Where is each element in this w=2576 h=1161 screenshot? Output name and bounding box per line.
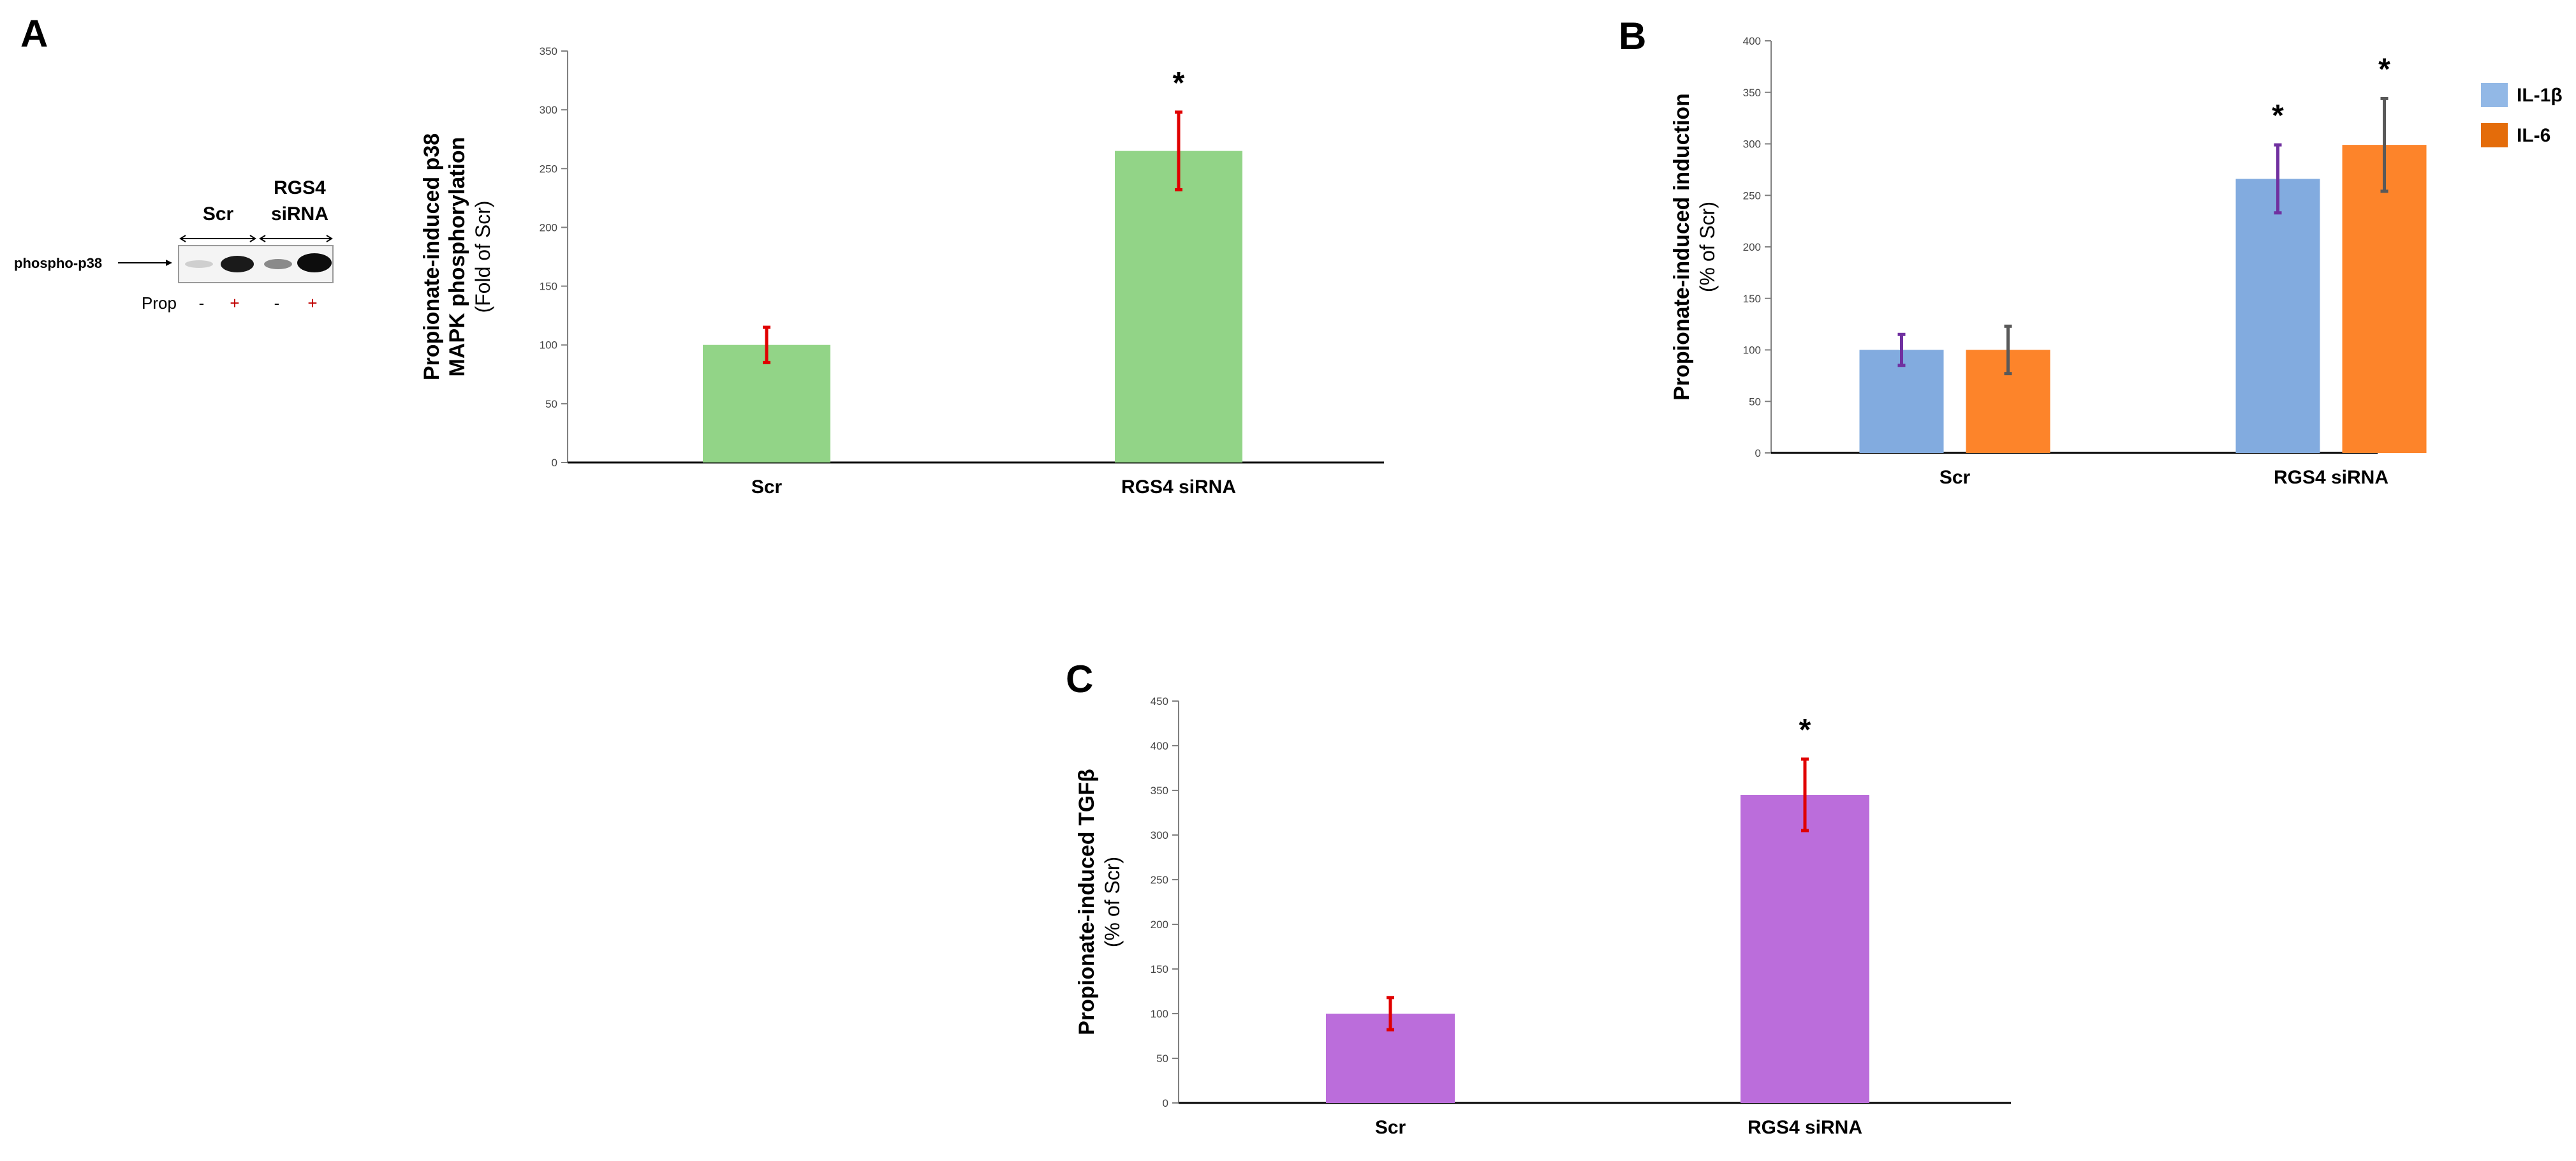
y-tick-label: 50 — [545, 398, 557, 410]
chart-a-svg: 0 50 100 150 200 250 300 350 Propionate-induced … — [420, 45, 1384, 498]
y-tick-label: 300 — [1151, 829, 1168, 841]
bar-rgs4-sirna-1 — [2342, 145, 2427, 454]
y-tick-label: 0 — [552, 457, 557, 469]
chart-b-svg: 0 50 100 150 200 250 300 350 400 Propionate-induc… — [1670, 35, 2563, 488]
y-axis-sublabel: (% of Scr) — [1101, 857, 1124, 947]
bar-scr-0 — [1859, 350, 1944, 453]
x-tick-label: RGS4 siRNA — [2274, 467, 2388, 488]
y-tick-label: 250 — [1743, 189, 1761, 202]
chart-b: 0 50 100 150 200 250 300 350 400 Propionate-induc… — [1658, 19, 2570, 504]
error-bar — [2274, 143, 2282, 215]
error-bar — [1175, 110, 1182, 191]
y-tick-label: 400 — [1743, 35, 1761, 47]
y-axis-label: Propionate-induced induction — [1670, 93, 1694, 401]
x-tick-label: RGS4 siRNA — [1748, 1117, 1862, 1138]
y-tick-label: 450 — [1151, 695, 1168, 707]
western-blot-inset: Scr RGS4 siRNA phospho-p38 Prop - + - + — [0, 0, 395, 332]
panel-letter-a: A — [20, 12, 48, 55]
blot-lane-signs: - + - + — [199, 293, 318, 313]
y-tick-label: 400 — [1151, 740, 1168, 752]
y-axis-label: Propionate-induced p38 — [420, 133, 444, 380]
panel-letter-c: C — [1066, 658, 1094, 700]
panel-letter-b: B — [1619, 15, 1647, 57]
x-tick-label: Scr — [1939, 467, 1971, 488]
blot-lane-sign: - — [199, 293, 205, 313]
y-axis-label: Propionate-induced TGFβ — [1075, 769, 1099, 1035]
x-tick-label: Scr — [751, 477, 783, 498]
bar-rgs4-sirna — [1115, 151, 1242, 462]
chart-c-svg: 0 50 100 150 200 250 300 350 400 450 Propionate-in… — [1075, 695, 2011, 1138]
legend-label: IL-1β — [2517, 85, 2563, 106]
blot-group-rgs4-bracket — [259, 235, 333, 242]
y-axis-sublabel: (Fold of Scr) — [471, 200, 494, 313]
error-bar — [2380, 96, 2388, 193]
error-bar — [763, 325, 770, 364]
error-bar — [1801, 757, 1809, 832]
y-tick-label: 100 — [1743, 344, 1761, 357]
blot-treatment-label: Prop — [142, 293, 177, 313]
bar-rgs4-sirna — [1741, 795, 1869, 1103]
y-tick-label: 100 — [1151, 1008, 1168, 1020]
x-tick-label: Scr — [1375, 1117, 1406, 1138]
y-axis-sublabel: (% of Scr) — [1696, 202, 1719, 292]
blot-group-scr-bracket — [179, 235, 256, 242]
blot-group-rgs4-label-2: siRNA — [271, 203, 328, 225]
y-tick-label: 150 — [1151, 963, 1168, 975]
y-tick-label: 50 — [1156, 1053, 1168, 1065]
blot-lane-sign: - — [274, 293, 280, 313]
y-tick-label: 50 — [1749, 396, 1761, 408]
y-tick-label: 350 — [1151, 785, 1168, 797]
y-tick-label: 200 — [1151, 919, 1168, 931]
blot-band-label: phospho-p38 — [14, 255, 102, 271]
significance-marker: * — [2272, 99, 2284, 133]
legend-label: IL-6 — [2517, 125, 2550, 146]
legend-swatch — [2481, 123, 2508, 147]
y-tick-label: 150 — [540, 281, 557, 293]
chart-a: 0 50 100 150 200 250 300 350 Propionate-induced … — [408, 26, 1403, 510]
blot-band-arrow — [118, 260, 172, 266]
y-tick-label: 250 — [1151, 874, 1168, 886]
y-tick-label: 200 — [540, 221, 557, 233]
bar-rgs4-sirna-0 — [2235, 179, 2320, 453]
y-tick-label: 300 — [1743, 138, 1761, 151]
blot-lane-sign: + — [307, 293, 317, 313]
bar-scr — [703, 344, 830, 462]
y-tick-label: 150 — [1743, 293, 1761, 305]
y-tick-label: 200 — [1743, 241, 1761, 253]
significance-marker: * — [1173, 66, 1185, 100]
y-tick-label: 350 — [540, 45, 557, 57]
y-tick-label: 300 — [540, 104, 557, 116]
blot-image — [178, 245, 334, 283]
significance-marker: * — [2378, 52, 2390, 86]
y-tick-label: 0 — [1755, 447, 1761, 459]
blot-lane-sign: + — [230, 293, 239, 313]
error-bar — [2004, 324, 2012, 376]
y-axis-label: MAPK phosphorylation — [445, 137, 469, 377]
y-tick-label: 100 — [540, 339, 557, 351]
significance-marker: * — [1799, 713, 1811, 747]
y-tick-label: 250 — [540, 163, 557, 175]
y-tick-label: 350 — [1743, 87, 1761, 99]
blot-group-scr-label: Scr — [203, 203, 234, 225]
error-bar — [1897, 332, 1906, 367]
y-tick-label: 0 — [1163, 1097, 1168, 1109]
western-blot-svg: Scr RGS4 siRNA phospho-p38 Prop - + - + — [14, 177, 334, 313]
legend-swatch — [2481, 83, 2508, 107]
error-bar — [1387, 996, 1394, 1032]
chart-c: 0 50 100 150 200 250 300 350 400 450 Propionate-in… — [1071, 686, 2066, 1158]
blot-group-rgs4-label-1: RGS4 — [274, 177, 326, 198]
x-tick-label: RGS4 siRNA — [1121, 477, 1236, 498]
